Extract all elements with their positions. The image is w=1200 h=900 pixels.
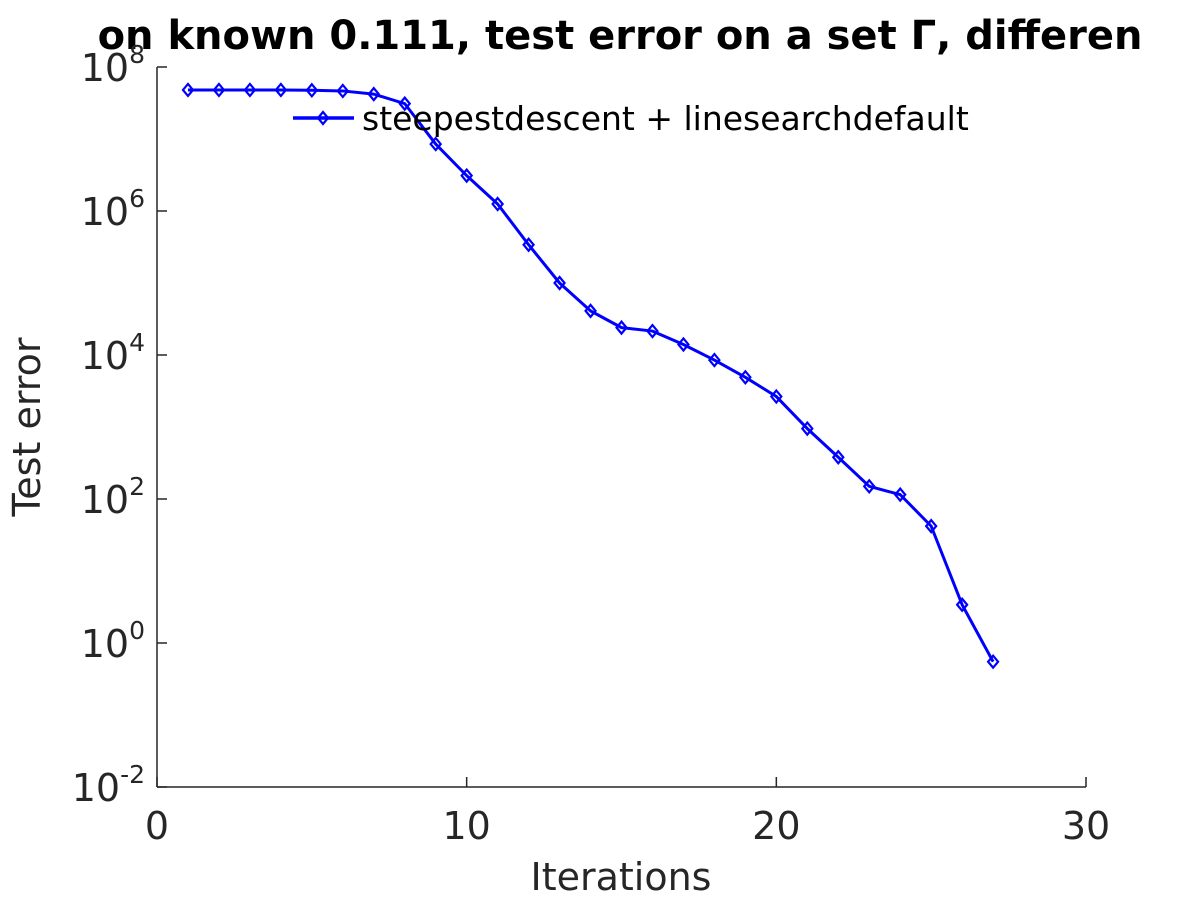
data-point-marker [646,323,659,339]
data-point-marker [491,196,505,212]
y-tick-label: 106 [81,184,145,234]
y-tick-label: 108 [81,40,145,90]
data-point-marker [924,518,938,534]
data-point-marker [553,275,566,291]
data-point-marker [677,336,690,353]
y-tick-label: 104 [81,328,145,378]
x-tick-label: 0 [145,804,169,848]
axes: 0 10 20 30 10-2 100 102 104 106 108 [72,40,1110,848]
data-point-marker [800,420,814,437]
legend-marker [316,110,330,126]
data-point-marker [212,82,226,98]
data-point-marker [615,319,628,336]
legend: steepestdescent + linesearchdefault [293,99,969,138]
data-point-marker [831,449,845,465]
data-point-marker [862,478,876,495]
data-point-marker [893,486,907,503]
data-point-marker [522,237,536,253]
data-point-marker [367,86,381,102]
data-point-marker [707,352,721,368]
x-tick-label: 20 [752,804,800,848]
x-tick-label: 10 [442,804,490,848]
x-axis-label: Iterations [531,855,712,899]
data-point-marker [181,82,195,98]
data-point-marker [769,388,783,405]
y-tick-label: 100 [81,616,145,666]
data-point-marker [955,597,969,613]
chart-title: on known 0.111, test error on a set Γ, d… [98,13,1143,59]
data-point-marker [986,653,1000,670]
y-tick-label: 102 [81,472,145,522]
y-tick-label: 10-2 [72,760,145,810]
series-layer [181,82,1000,670]
data-point-marker [398,95,412,112]
x-tick-label: 30 [1062,804,1110,848]
y-axis-label: Test error [5,337,49,517]
data-point-marker [336,83,350,99]
data-point-marker [460,167,474,184]
data-point-marker [274,82,288,98]
data-point-marker [305,82,319,98]
data-point-marker [738,369,752,386]
data-point-marker [429,136,443,152]
series-line [187,88,995,663]
data-point-marker [243,82,257,98]
data-point-marker [584,303,597,319]
legend-entry-label: steepestdescent + linesearchdefault [362,99,969,138]
